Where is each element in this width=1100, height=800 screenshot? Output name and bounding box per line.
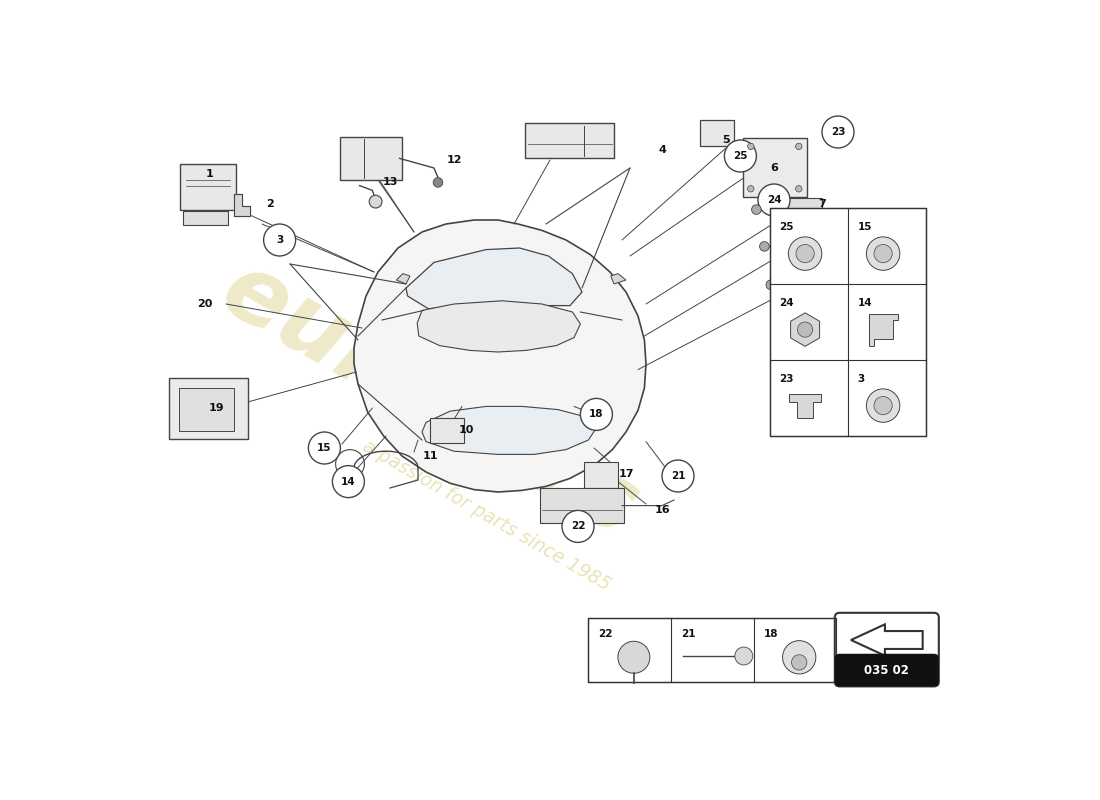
FancyBboxPatch shape: [430, 418, 463, 443]
Circle shape: [874, 397, 892, 414]
Text: 1: 1: [206, 170, 213, 179]
Bar: [588, 618, 836, 682]
Text: 18: 18: [763, 629, 778, 638]
FancyBboxPatch shape: [169, 378, 248, 439]
Polygon shape: [789, 394, 821, 418]
FancyBboxPatch shape: [701, 120, 734, 146]
Circle shape: [782, 641, 816, 674]
FancyBboxPatch shape: [774, 268, 845, 302]
Text: 13: 13: [383, 178, 398, 187]
Circle shape: [758, 184, 790, 216]
Text: 12: 12: [447, 155, 462, 165]
Text: 2: 2: [266, 199, 274, 209]
FancyBboxPatch shape: [179, 388, 234, 431]
Text: 23: 23: [780, 374, 794, 384]
Circle shape: [766, 280, 775, 290]
Text: 8: 8: [827, 235, 836, 245]
Circle shape: [370, 195, 382, 208]
Polygon shape: [354, 220, 646, 492]
Circle shape: [760, 242, 769, 251]
FancyBboxPatch shape: [179, 164, 236, 210]
Circle shape: [735, 647, 752, 665]
Polygon shape: [869, 314, 898, 346]
Circle shape: [798, 322, 813, 337]
Circle shape: [748, 186, 754, 192]
Polygon shape: [406, 248, 582, 309]
Text: a passion for parts since 1985: a passion for parts since 1985: [359, 437, 614, 595]
Circle shape: [562, 510, 594, 542]
FancyBboxPatch shape: [742, 138, 806, 197]
Text: 035 02: 035 02: [865, 663, 910, 677]
Text: 20: 20: [197, 299, 212, 309]
Text: 23: 23: [830, 127, 845, 137]
Circle shape: [433, 178, 443, 187]
FancyBboxPatch shape: [540, 488, 624, 523]
Text: eurocars: eurocars: [206, 244, 654, 556]
Text: 10: 10: [459, 426, 474, 435]
FancyBboxPatch shape: [183, 211, 229, 225]
Text: 15: 15: [317, 443, 332, 453]
Text: 5: 5: [723, 135, 729, 145]
Text: 7: 7: [818, 199, 826, 209]
Circle shape: [618, 642, 650, 674]
Circle shape: [662, 460, 694, 492]
Text: 9: 9: [822, 277, 829, 286]
Circle shape: [796, 245, 814, 262]
Circle shape: [867, 389, 900, 422]
FancyBboxPatch shape: [584, 462, 618, 488]
Polygon shape: [417, 301, 581, 352]
FancyBboxPatch shape: [340, 137, 402, 180]
Text: 11: 11: [422, 451, 438, 461]
Polygon shape: [396, 274, 410, 284]
Text: 19: 19: [209, 403, 224, 413]
Circle shape: [264, 224, 296, 256]
FancyBboxPatch shape: [789, 230, 846, 258]
Text: 14: 14: [857, 298, 872, 308]
FancyBboxPatch shape: [525, 123, 614, 158]
Circle shape: [725, 140, 757, 172]
Text: 25: 25: [733, 151, 748, 161]
Circle shape: [822, 116, 854, 148]
Text: 21: 21: [681, 629, 695, 638]
Bar: [839, 658, 934, 682]
Text: 15: 15: [857, 222, 872, 232]
Circle shape: [795, 186, 802, 192]
Text: 17: 17: [618, 469, 634, 478]
Text: 24: 24: [780, 298, 794, 308]
Circle shape: [332, 466, 364, 498]
Text: 3: 3: [857, 374, 865, 384]
Circle shape: [581, 398, 613, 430]
Polygon shape: [851, 624, 923, 656]
Text: 22: 22: [598, 629, 613, 638]
FancyBboxPatch shape: [835, 654, 938, 686]
Bar: [770, 208, 926, 436]
Polygon shape: [422, 406, 596, 454]
Circle shape: [792, 654, 807, 670]
Circle shape: [789, 237, 822, 270]
Polygon shape: [234, 194, 250, 216]
FancyBboxPatch shape: [835, 613, 938, 686]
Text: 3: 3: [276, 235, 283, 245]
Text: 16: 16: [654, 506, 670, 515]
Circle shape: [751, 205, 761, 214]
Circle shape: [795, 143, 802, 150]
Text: 4: 4: [658, 146, 666, 155]
Text: 21: 21: [671, 471, 685, 481]
Text: 14: 14: [341, 477, 355, 486]
Circle shape: [867, 237, 900, 270]
Text: 6: 6: [770, 163, 778, 173]
Polygon shape: [610, 274, 626, 284]
Circle shape: [748, 143, 754, 150]
Text: 24: 24: [767, 195, 781, 205]
Circle shape: [308, 432, 340, 464]
Text: 18: 18: [590, 410, 604, 419]
Circle shape: [874, 245, 892, 262]
Polygon shape: [791, 313, 820, 346]
Text: 25: 25: [780, 222, 794, 232]
Text: 22: 22: [571, 522, 585, 531]
FancyBboxPatch shape: [780, 198, 822, 219]
